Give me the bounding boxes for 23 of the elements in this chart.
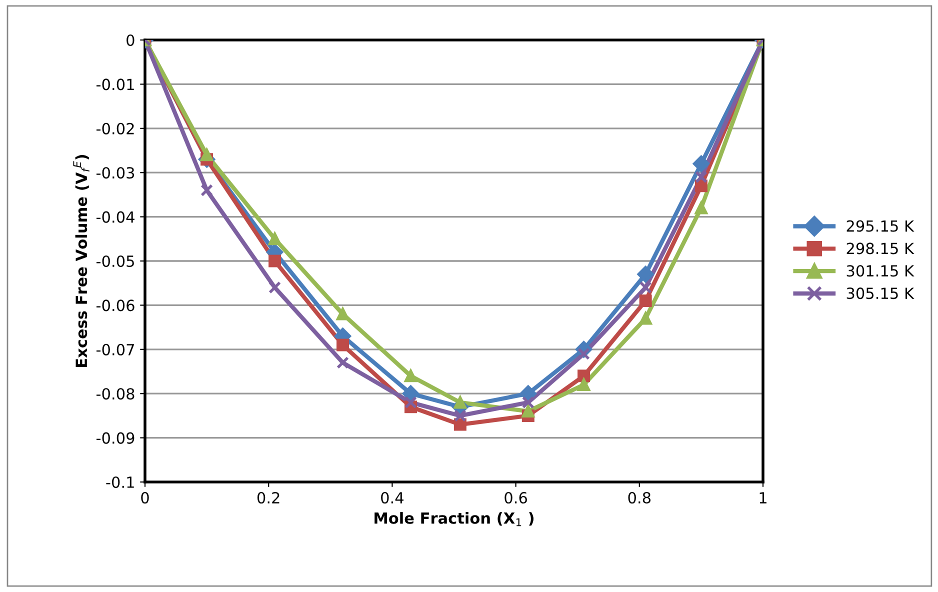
x-tick-label: 0.8 [628,492,651,504]
y-tick-label: -0.1 [106,476,134,488]
y-tick-label: -0.08 [96,388,134,400]
x-tick-label: 0.4 [381,492,404,504]
y-tick-label: -0.01 [96,78,134,90]
legend-label: 295.15 K [846,220,914,232]
x-tick-label: 0 [141,492,149,504]
y-tick-label: -0.07 [96,344,134,356]
y-tick-label: -0.09 [96,432,134,444]
y-axis-title: Excess Free Volume (V$_{f}$$^{E}$) [73,155,90,367]
y-tick-label: 0 [126,34,134,46]
legend-label: 305.15 K [846,288,914,300]
y-tick-label: -0.05 [96,255,134,268]
y-tick-label: -0.02 [96,122,134,134]
legend-label: 301.15 K [846,265,914,277]
y-tick-label: -0.06 [96,300,134,312]
y-tick-label: -0.04 [96,211,134,223]
y-tick-label: -0.03 [96,167,134,179]
x-tick-label: 0.2 [257,492,280,504]
x-axis-title: Mole Fraction (X$_{1}$ ) [374,512,534,526]
x-tick-label: 0.6 [504,492,527,504]
legend-label: 298.15 K [846,242,914,254]
x-tick-label: 1 [760,492,766,504]
